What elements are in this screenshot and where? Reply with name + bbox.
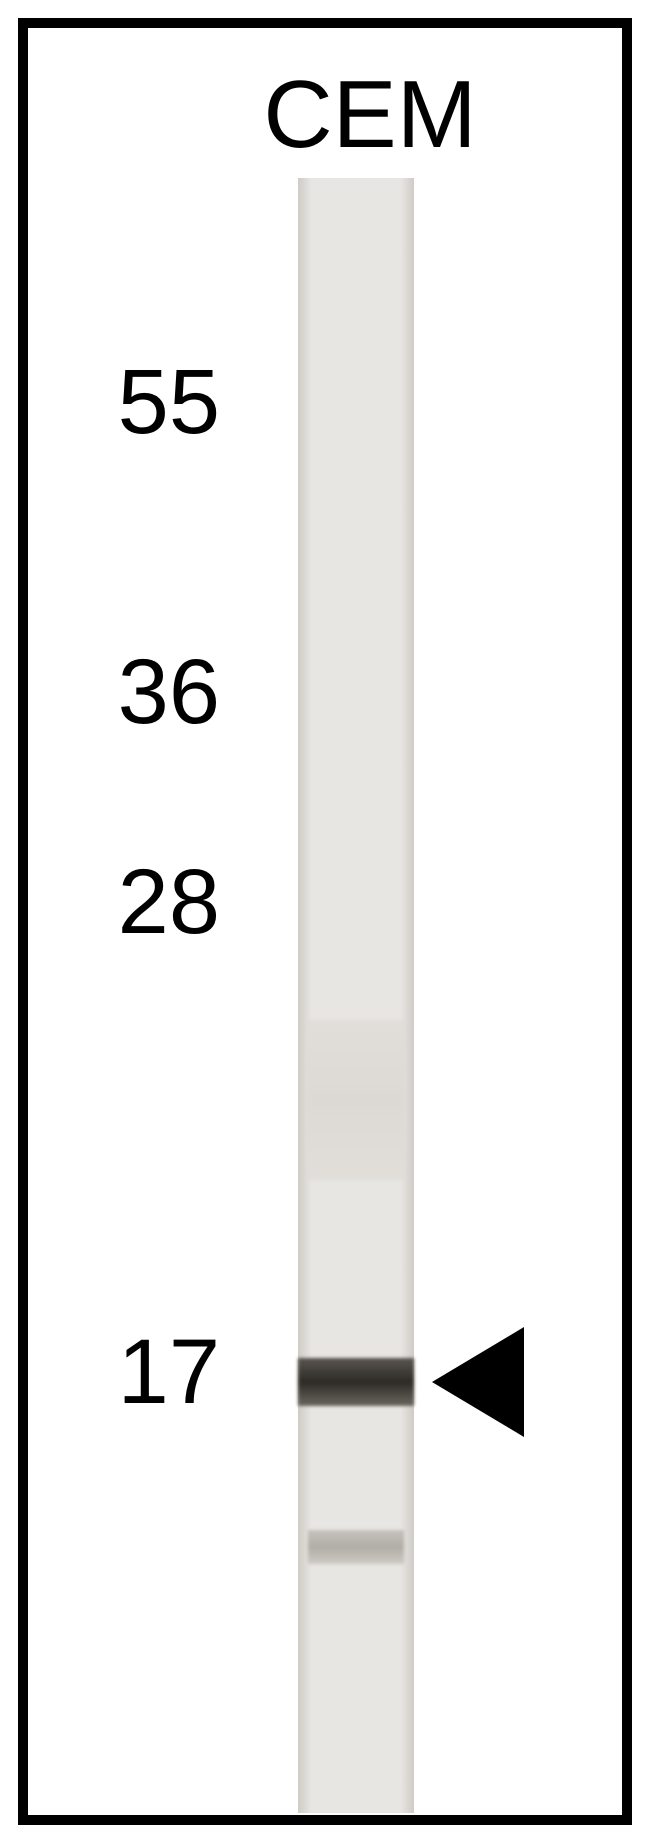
- mw-marker-55: 55: [80, 350, 220, 455]
- lane-label-cem: CEM: [240, 60, 500, 170]
- band-pointer-arrow-icon: [432, 1327, 524, 1437]
- western-blot-figure: CEM 55 36 28 17: [0, 0, 650, 1843]
- faint-smear-upper: [308, 1020, 404, 1180]
- main-band-17kda: [298, 1358, 414, 1406]
- blot-lane: [298, 178, 414, 1813]
- mw-marker-28: 28: [80, 850, 220, 955]
- faint-band-below: [308, 1530, 404, 1564]
- mw-marker-36: 36: [80, 640, 220, 745]
- mw-marker-17: 17: [80, 1320, 220, 1425]
